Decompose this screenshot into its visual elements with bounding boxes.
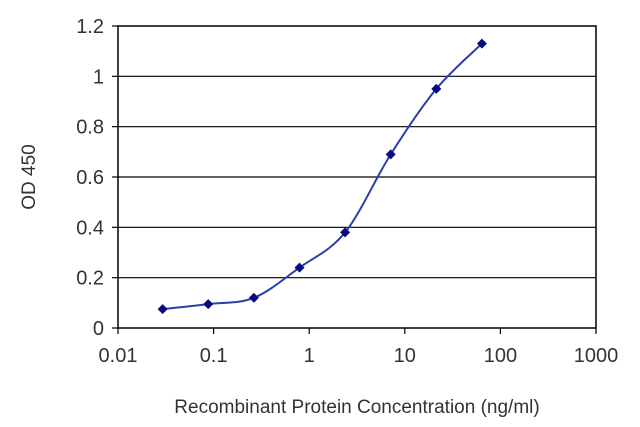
y-axis: 0 0.2 0.4 0.6 0.8 1 1.2 [76,16,118,340]
x-tick-label: 1 [304,345,315,367]
data-point [340,227,351,238]
data-point [431,83,442,94]
data-point [248,292,259,303]
data-point [294,262,305,273]
x-tick-label: 0.01 [99,345,138,367]
x-axis-title: Recombinant Protein Concentration (ng/ml… [174,397,539,418]
y-tick-label: 0.6 [76,167,104,189]
data-point [203,299,214,310]
x-axis: 0.01 0.1 1 10 100 1000 [99,328,619,367]
x-tick-label: 100 [484,345,517,367]
y-tick-label: 0.4 [76,217,104,239]
gridlines [118,75,596,279]
x-tick-label: 0.1 [200,345,228,367]
y-tick-label: 1 [93,66,104,88]
y-axis-title: OD 450 [19,144,40,209]
y-tick-label: 0.8 [76,117,104,139]
y-tick-label: 0.2 [76,268,104,290]
y-tick-label: 1.2 [76,16,104,38]
data-point [157,304,168,315]
data-point [476,38,487,49]
x-tick-label: 1000 [574,345,619,367]
data-point [385,149,396,160]
x-tick-label: 10 [394,345,416,367]
series [157,38,487,315]
y-tick-label: 0 [93,318,104,340]
